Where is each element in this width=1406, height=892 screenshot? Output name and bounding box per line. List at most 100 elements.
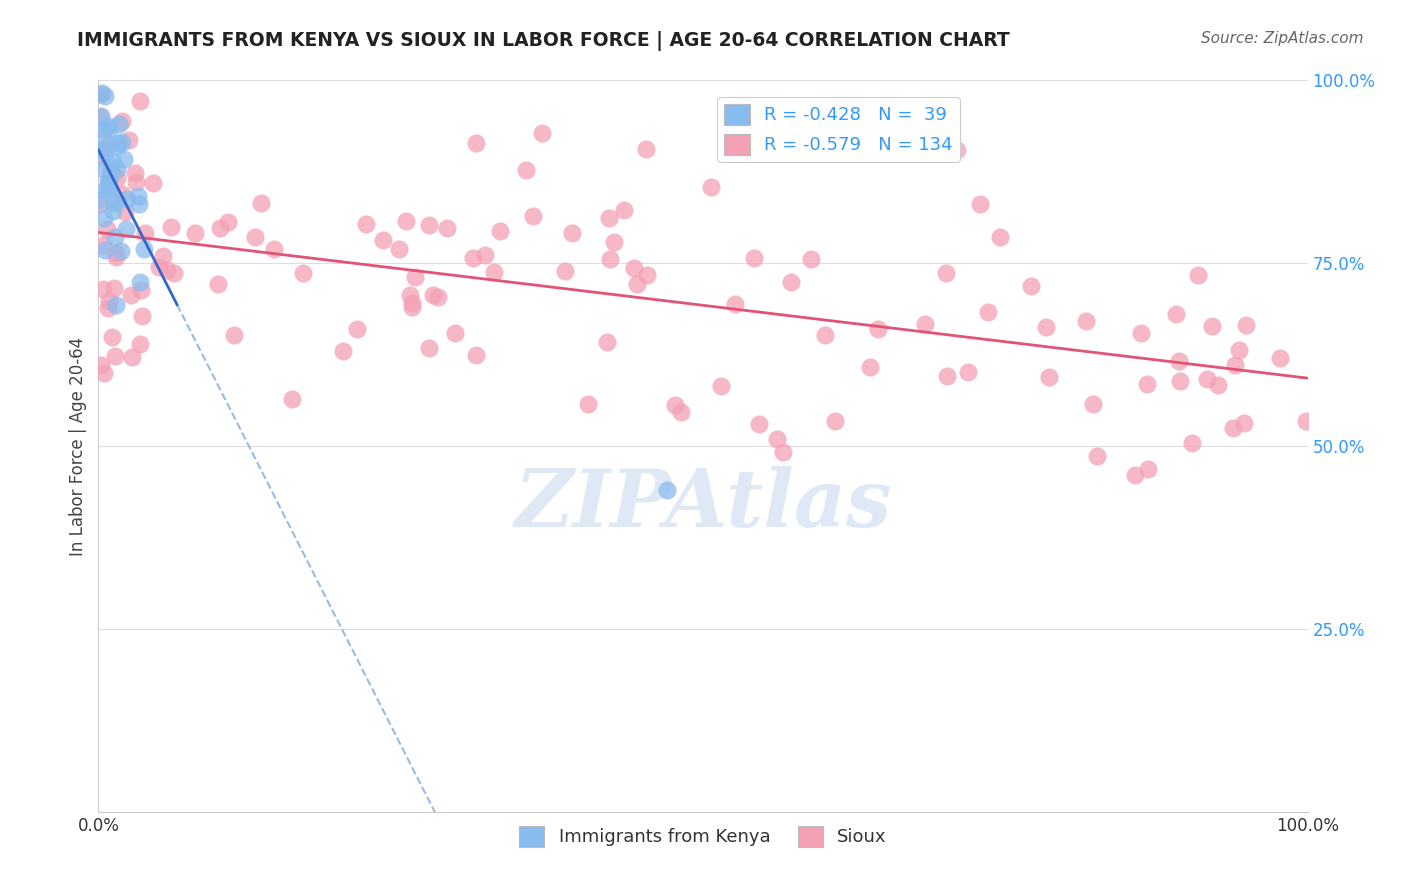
Point: [89, 150, 111, 164]
Legend: Immigrants from Kenya, Sioux: Immigrants from Kenya, Sioux: [512, 819, 894, 854]
Point: [515, 162, 537, 177]
Point: [1019, 279, 1042, 293]
Point: [866, 322, 889, 336]
Point: [936, 368, 959, 383]
Point: [93, 131, 115, 145]
Point: [488, 224, 510, 238]
Point: [710, 378, 733, 392]
Point: [98, 172, 121, 186]
Text: IMMIGRANTS FROM KENYA VS SIOUX IN LABOR FORCE | AGE 20-64 CORRELATION CHART: IMMIGRANTS FROM KENYA VS SIOUX IN LABOR …: [77, 31, 1010, 51]
Point: [97, 119, 120, 133]
Point: [772, 445, 794, 459]
Point: [107, 136, 129, 150]
Point: [935, 266, 957, 280]
Point: [291, 266, 314, 280]
Point: [1035, 320, 1057, 334]
Point: [115, 192, 138, 206]
Point: [101, 203, 124, 218]
Point: [217, 215, 239, 229]
Point: [401, 300, 423, 314]
Point: [598, 211, 620, 226]
Point: [103, 281, 125, 295]
Point: [859, 359, 882, 374]
Point: [129, 336, 152, 351]
Point: [128, 197, 150, 211]
Point: [723, 297, 745, 311]
Point: [97, 179, 120, 194]
Point: [96, 221, 118, 235]
Point: [224, 328, 246, 343]
Point: [1123, 468, 1146, 483]
Point: [1136, 462, 1159, 476]
Point: [104, 246, 127, 260]
Point: [89, 196, 111, 211]
Point: [101, 155, 124, 169]
Point: [482, 265, 505, 279]
Point: [1233, 417, 1256, 431]
Point: [93, 88, 115, 103]
Point: [243, 229, 266, 244]
Point: [474, 248, 496, 262]
Point: [766, 432, 789, 446]
Point: [1129, 326, 1152, 341]
Point: [148, 260, 170, 274]
Point: [105, 162, 128, 177]
Point: [977, 305, 1000, 319]
Point: [94, 244, 117, 258]
Point: [354, 218, 377, 232]
Point: [436, 221, 458, 235]
Point: [700, 179, 723, 194]
Point: [263, 242, 285, 256]
Point: [655, 483, 678, 497]
Point: [418, 219, 440, 233]
Point: [1085, 449, 1108, 463]
Point: [207, 277, 229, 291]
Point: [988, 230, 1011, 244]
Point: [114, 204, 136, 219]
Point: [90, 109, 112, 123]
Point: [91, 282, 114, 296]
Point: [395, 213, 418, 227]
Point: [465, 136, 488, 151]
Point: [780, 275, 803, 289]
Point: [90, 87, 112, 101]
Point: [105, 170, 128, 185]
Point: [576, 397, 599, 411]
Point: [90, 358, 112, 372]
Point: [465, 348, 488, 362]
Point: [89, 193, 111, 207]
Point: [626, 277, 648, 292]
Point: [93, 238, 115, 252]
Point: [111, 186, 134, 201]
Y-axis label: In Labor Force | Age 20-64: In Labor Force | Age 20-64: [69, 336, 87, 556]
Point: [131, 309, 153, 323]
Point: [208, 221, 231, 235]
Point: [101, 330, 124, 344]
Point: [250, 195, 273, 210]
Point: [281, 392, 304, 407]
Point: [742, 252, 765, 266]
Point: [159, 219, 181, 234]
Point: [118, 133, 141, 147]
Point: [399, 288, 422, 302]
Point: [1168, 374, 1191, 388]
Point: [945, 143, 967, 157]
Point: [128, 275, 150, 289]
Point: [599, 252, 621, 267]
Point: [427, 290, 450, 304]
Point: [422, 287, 444, 301]
Point: [1268, 351, 1291, 366]
Point: [1136, 376, 1159, 391]
Point: [98, 122, 121, 136]
Point: [1208, 377, 1230, 392]
Point: [522, 209, 544, 223]
Point: [142, 176, 165, 190]
Point: [94, 145, 117, 160]
Point: [554, 264, 576, 278]
Point: [156, 262, 179, 277]
Point: [814, 328, 837, 343]
Point: [1074, 313, 1097, 327]
Point: [104, 229, 127, 244]
Point: [134, 226, 156, 240]
Point: [98, 165, 121, 179]
